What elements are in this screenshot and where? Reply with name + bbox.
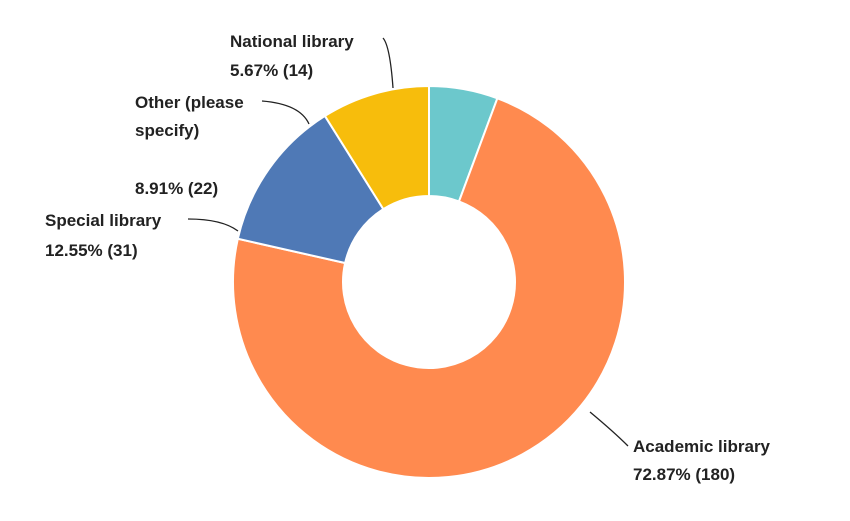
label-academic-name: Academic library — [633, 437, 771, 456]
slice-other-please-specify — [323, 84, 430, 211]
label-special-value: 12.55% (31) — [45, 241, 138, 260]
label-special-name: Special library — [45, 211, 162, 230]
label-national-name: National library — [230, 32, 354, 51]
donut-slices — [232, 84, 626, 479]
label-national-value: 5.67% (14) — [230, 61, 313, 80]
label-academic-value: 72.87% (180) — [633, 465, 735, 484]
leader-national — [382, 37, 394, 89]
leader-special — [187, 218, 239, 232]
leader-lines — [187, 37, 629, 447]
slice-labels: National library 5.67% (14) Other (pleas… — [45, 32, 771, 484]
leader-other — [261, 100, 310, 125]
slice-academic-library — [232, 97, 626, 479]
leader-academic — [589, 411, 629, 447]
label-other-name-line1: Other (please — [135, 93, 244, 112]
label-other-name-line2: specify) — [135, 121, 199, 140]
label-other-value: 8.91% (22) — [135, 179, 218, 198]
